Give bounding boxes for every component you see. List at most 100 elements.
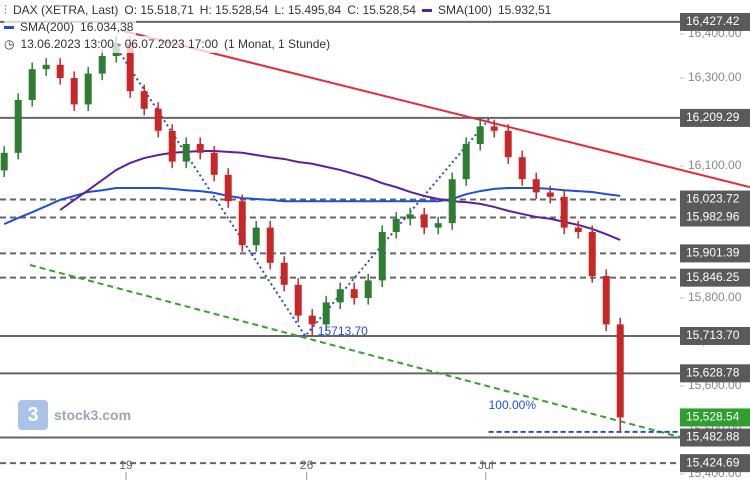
level-label: 15,482.88 (686, 430, 740, 444)
candle-body (84, 73, 92, 105)
header-row: ⫶ DAX (XETRA, Last) O: 15.518,71 H: 15.528,… (4, 2, 555, 19)
y-tick-label: 16,100.00 (688, 158, 742, 172)
candle-body (560, 196, 568, 228)
candle-body (322, 302, 330, 325)
header-row: SMA(200) 16.034,38 (4, 19, 137, 36)
candle-body (210, 152, 218, 175)
level-box (680, 428, 750, 447)
level-box (680, 108, 750, 127)
candle-body (574, 227, 582, 232)
clock-icon: ◷ (4, 37, 15, 51)
candle-body (336, 289, 344, 303)
candle-body (28, 69, 36, 100)
level-label: 15,713.70 (686, 328, 740, 342)
annotation: 100.00% (489, 398, 537, 412)
interval: (1 Monat, 1 Stunde) (224, 37, 331, 51)
trendline (29, 264, 681, 439)
level-label: 15,982.96 (686, 210, 740, 224)
candle-body (70, 77, 78, 105)
candle-body (406, 214, 414, 219)
candle-body (182, 143, 190, 162)
level-box (680, 12, 750, 31)
candle-body (252, 227, 260, 246)
candle-body (126, 42, 134, 92)
candle-body (238, 201, 246, 246)
trendline (113, 44, 491, 338)
header-row: ◷ 13.06.2023 13:00 - 06.07.2023 17:00 (1 M… (4, 36, 334, 53)
level-label: 15,901.39 (686, 246, 740, 260)
candle-body (434, 223, 442, 228)
candle-body (42, 64, 50, 70)
current-label: 15,528.54 (686, 410, 740, 424)
candle-icon: ⫶ (4, 3, 8, 17)
x-tick-label: Jul (478, 458, 493, 472)
candle-body (56, 64, 64, 78)
candle-body (168, 130, 176, 162)
legend-value: 16.034,38 (80, 20, 134, 34)
level-label: 16,023.72 (686, 192, 740, 206)
candle-body (476, 126, 484, 144)
ohlc: L: 15.495,84 (274, 3, 342, 17)
candle-body (616, 324, 624, 418)
candle-body (224, 174, 232, 202)
ohlc: O: 15.518,71 (124, 3, 194, 17)
candle-body (518, 157, 526, 180)
level-label: 16,427.42 (686, 14, 740, 28)
level-box (680, 326, 750, 345)
x-tick-label: 19 (119, 458, 133, 472)
current-box (680, 408, 750, 427)
candle-body (448, 179, 456, 224)
sma-line (3, 186, 621, 225)
y-tick-label: 16,300.00 (688, 70, 742, 84)
candle-body (350, 289, 358, 298)
candle-body (140, 91, 148, 109)
trendline (119, 29, 750, 189)
candle-body (546, 192, 554, 197)
candle-body (420, 214, 428, 228)
sma-line (59, 150, 621, 241)
candle-body (490, 126, 498, 131)
candle-body (308, 315, 316, 325)
y-tick-label: 15,800.00 (688, 290, 742, 304)
level-box (680, 454, 750, 473)
ohlc: H: 15.528,54 (199, 3, 269, 17)
candle-body (588, 231, 596, 276)
logo-icon: 3 (18, 400, 48, 430)
candle-body (0, 152, 8, 171)
level-box (680, 190, 750, 209)
level-box (680, 208, 750, 227)
candle-body (196, 143, 204, 153)
chart-header: ⫶ DAX (XETRA, Last) O: 15.518,71 H: 15.528,… (4, 2, 555, 53)
level-label: 15,424.69 (686, 455, 740, 469)
level-box (680, 244, 750, 263)
legend-name: SMA(100) (437, 3, 492, 17)
candle-body (504, 130, 512, 158)
level-box (680, 268, 750, 287)
symbol: DAX (XETRA, Last) (13, 3, 119, 17)
candle-body (14, 99, 22, 153)
logo: 3 stock3.com (18, 400, 131, 430)
level-label: 16,209.29 (686, 110, 740, 124)
legend-value: 15.932,51 (497, 3, 552, 17)
candle-body (280, 262, 288, 285)
candle-body (98, 55, 106, 74)
x-tick-label: 26 (300, 458, 314, 472)
candle-body (364, 280, 372, 298)
ohlc: C: 15.528,54 (347, 3, 416, 17)
candle-body (532, 179, 540, 193)
legend-swatch (4, 26, 14, 29)
logo-text: stock3.com (54, 407, 132, 423)
candle-body (462, 143, 470, 180)
candle-body (294, 284, 302, 316)
date-range: 13.06.2023 13:00 - 06.07.2023 17:00 (20, 37, 218, 51)
candle-body (602, 275, 610, 325)
annotation: 15713.70 (318, 324, 368, 338)
candle-body (392, 218, 400, 232)
legend-swatch (421, 9, 432, 12)
candle-body (266, 227, 274, 263)
candle-body (154, 108, 162, 131)
level-box (680, 364, 750, 383)
level-label: 15,846.25 (686, 270, 740, 284)
